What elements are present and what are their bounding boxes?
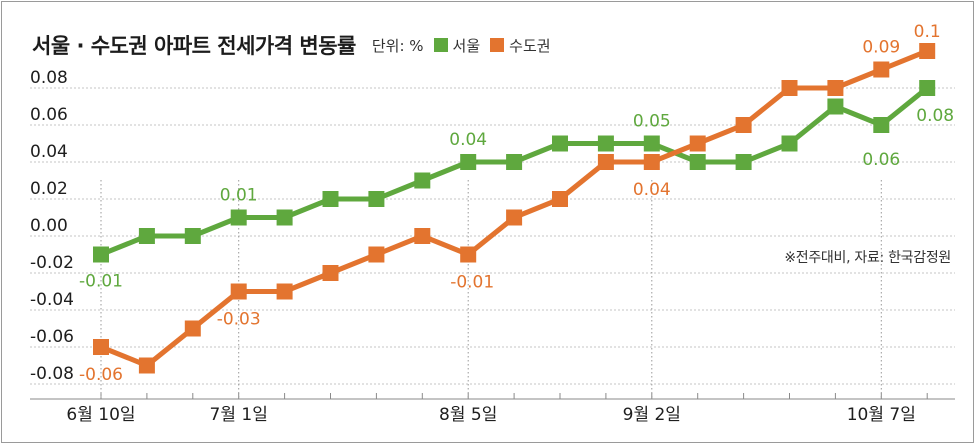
data-point-marker (597, 154, 614, 170)
y-tick-label: 0.02 (30, 179, 68, 199)
legend-item-seoul: 서울 (433, 35, 481, 56)
data-label: -0.06 (79, 365, 123, 385)
legend-swatch-metro (490, 38, 505, 52)
data-point-marker (322, 265, 339, 281)
data-label: 0.06 (862, 150, 900, 170)
legend-item-metro: 수도권 (490, 35, 551, 56)
chart-header: 서울 · 수도권 아파트 전세가격 변동률 단위: % 서울 수도권 (32, 28, 551, 62)
y-tick-label: -0.08 (30, 364, 74, 384)
data-point-marker (184, 320, 201, 337)
y-tick-label: -0.04 (30, 290, 74, 310)
data-label: 0.04 (633, 180, 671, 200)
x-tick-label: 7월 1일 (210, 405, 268, 425)
data-point-marker (735, 117, 752, 133)
data-label: 0.09 (862, 38, 900, 58)
x-tick-label: 6월 10일 (66, 405, 135, 425)
data-point-marker (184, 228, 201, 244)
data-point-marker (230, 209, 247, 226)
data-point-marker (276, 209, 293, 226)
legend-swatch-seoul (433, 38, 448, 52)
data-label: 0.04 (449, 130, 487, 150)
y-tick-label: -0.02 (30, 253, 74, 273)
data-point-marker (414, 228, 431, 244)
legend-label-seoul: 서울 (452, 36, 481, 55)
data-label: 0.01 (220, 186, 258, 206)
data-point-marker (138, 357, 155, 374)
data-label: 0.05 (633, 112, 671, 132)
y-tick-label: 0.06 (30, 105, 68, 125)
y-tick-label: 0.04 (30, 142, 68, 162)
data-point-marker (552, 191, 568, 207)
x-tick-label: 9월 2일 (623, 405, 681, 425)
data-point-marker (827, 80, 844, 96)
data-point-marker (276, 283, 293, 300)
y-tick-label: 0.08 (30, 68, 68, 88)
data-point-marker (93, 246, 109, 263)
data-point-marker (414, 172, 431, 189)
data-point-marker (827, 98, 844, 115)
data-point-marker (230, 283, 247, 300)
data-point-marker (460, 246, 477, 263)
y-tick-label: -0.06 (30, 327, 74, 347)
data-point-marker (552, 135, 568, 152)
data-point-marker (689, 154, 706, 170)
data-point-marker (781, 80, 798, 96)
data-point-marker (506, 209, 523, 226)
data-point-marker (93, 339, 109, 355)
data-point-marker (873, 117, 890, 133)
chart-title: 서울 · 수도권 아파트 전세가격 변동률 (32, 34, 356, 58)
data-point-marker (643, 135, 660, 152)
data-point-marker (873, 61, 890, 78)
data-label: 0.08 (916, 106, 954, 126)
data-point-marker (368, 246, 385, 263)
data-point-marker (919, 43, 936, 59)
data-point-marker (643, 154, 660, 170)
y-tick-label: 0.00 (30, 216, 68, 236)
x-tick-label: 10월 7일 (847, 405, 916, 425)
data-label: 0.1 (914, 22, 941, 42)
data-label: -0.01 (450, 273, 494, 293)
data-label: -0.01 (79, 272, 123, 292)
data-point-marker (689, 135, 706, 152)
legend-label-metro: 수도권 (509, 36, 551, 55)
series-line-0 (100, 86, 929, 257)
x-tick-label: 8월 5일 (439, 405, 497, 425)
data-label: -0.03 (217, 310, 261, 330)
data-point-marker (781, 135, 798, 152)
data-point-marker (506, 154, 523, 170)
data-point-marker (597, 135, 614, 152)
data-point-marker (138, 228, 155, 244)
data-point-marker (368, 191, 385, 207)
data-point-marker (322, 191, 339, 207)
source-note: ※전주대비, 자료: 한국감정원 (784, 250, 951, 266)
data-point-marker (919, 80, 936, 96)
unit-label: 단위: % (371, 36, 424, 55)
data-point-marker (735, 154, 752, 170)
data-point-marker (460, 154, 477, 170)
